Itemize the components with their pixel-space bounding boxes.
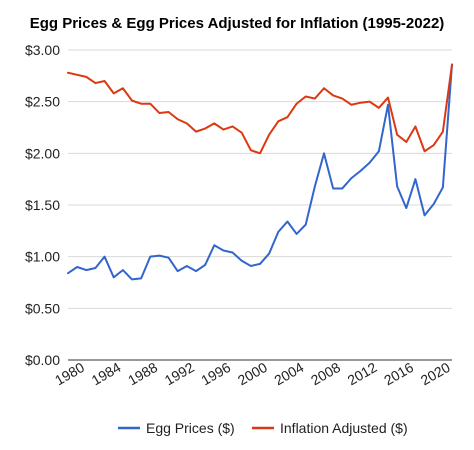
legend-label: Inflation Adjusted ($) bbox=[280, 420, 408, 436]
x-tick-label: 1992 bbox=[162, 359, 197, 389]
x-tick-label: 2016 bbox=[381, 359, 416, 389]
y-tick-label: $3.00 bbox=[25, 42, 60, 58]
y-axis-ticks: $0.00 $0.50 $1.00 $1.50 $2.00 $2.50 $3.00 bbox=[25, 42, 60, 368]
y-tick-label: $1.00 bbox=[25, 249, 60, 265]
y-tick-label: $2.00 bbox=[25, 145, 60, 161]
x-tick-label: 1996 bbox=[198, 359, 233, 389]
x-tick-label: 2008 bbox=[308, 359, 343, 389]
x-tick-label: 2000 bbox=[235, 359, 270, 389]
series-lines bbox=[67, 63, 453, 281]
x-tick-label: 2004 bbox=[271, 359, 306, 389]
y-tick-label: $0.00 bbox=[25, 352, 60, 368]
x-axis-ticks: 1980 1984 1988 1992 1996 2000 2004 2008 2012 2016… bbox=[52, 359, 453, 389]
y-tick-label: $0.50 bbox=[25, 300, 60, 316]
legend-label: Egg Prices ($) bbox=[146, 420, 235, 436]
y-tick-label: $1.50 bbox=[25, 197, 60, 213]
legend: Egg Prices ($) Inflation Adjusted ($) bbox=[118, 420, 408, 436]
x-tick-label: 1988 bbox=[125, 359, 160, 389]
series-line-inflation-adjusted bbox=[67, 63, 453, 155]
series-line-egg-prices bbox=[67, 63, 453, 281]
x-tick-label: 2020 bbox=[418, 359, 453, 389]
y-tick-label: $2.50 bbox=[25, 94, 60, 110]
x-tick-label: 1984 bbox=[89, 359, 124, 389]
x-tick-label: 2012 bbox=[345, 359, 380, 389]
chart-title: Egg Prices & Egg Prices Adjusted for Inf… bbox=[30, 15, 445, 32]
gridlines bbox=[68, 49, 452, 361]
